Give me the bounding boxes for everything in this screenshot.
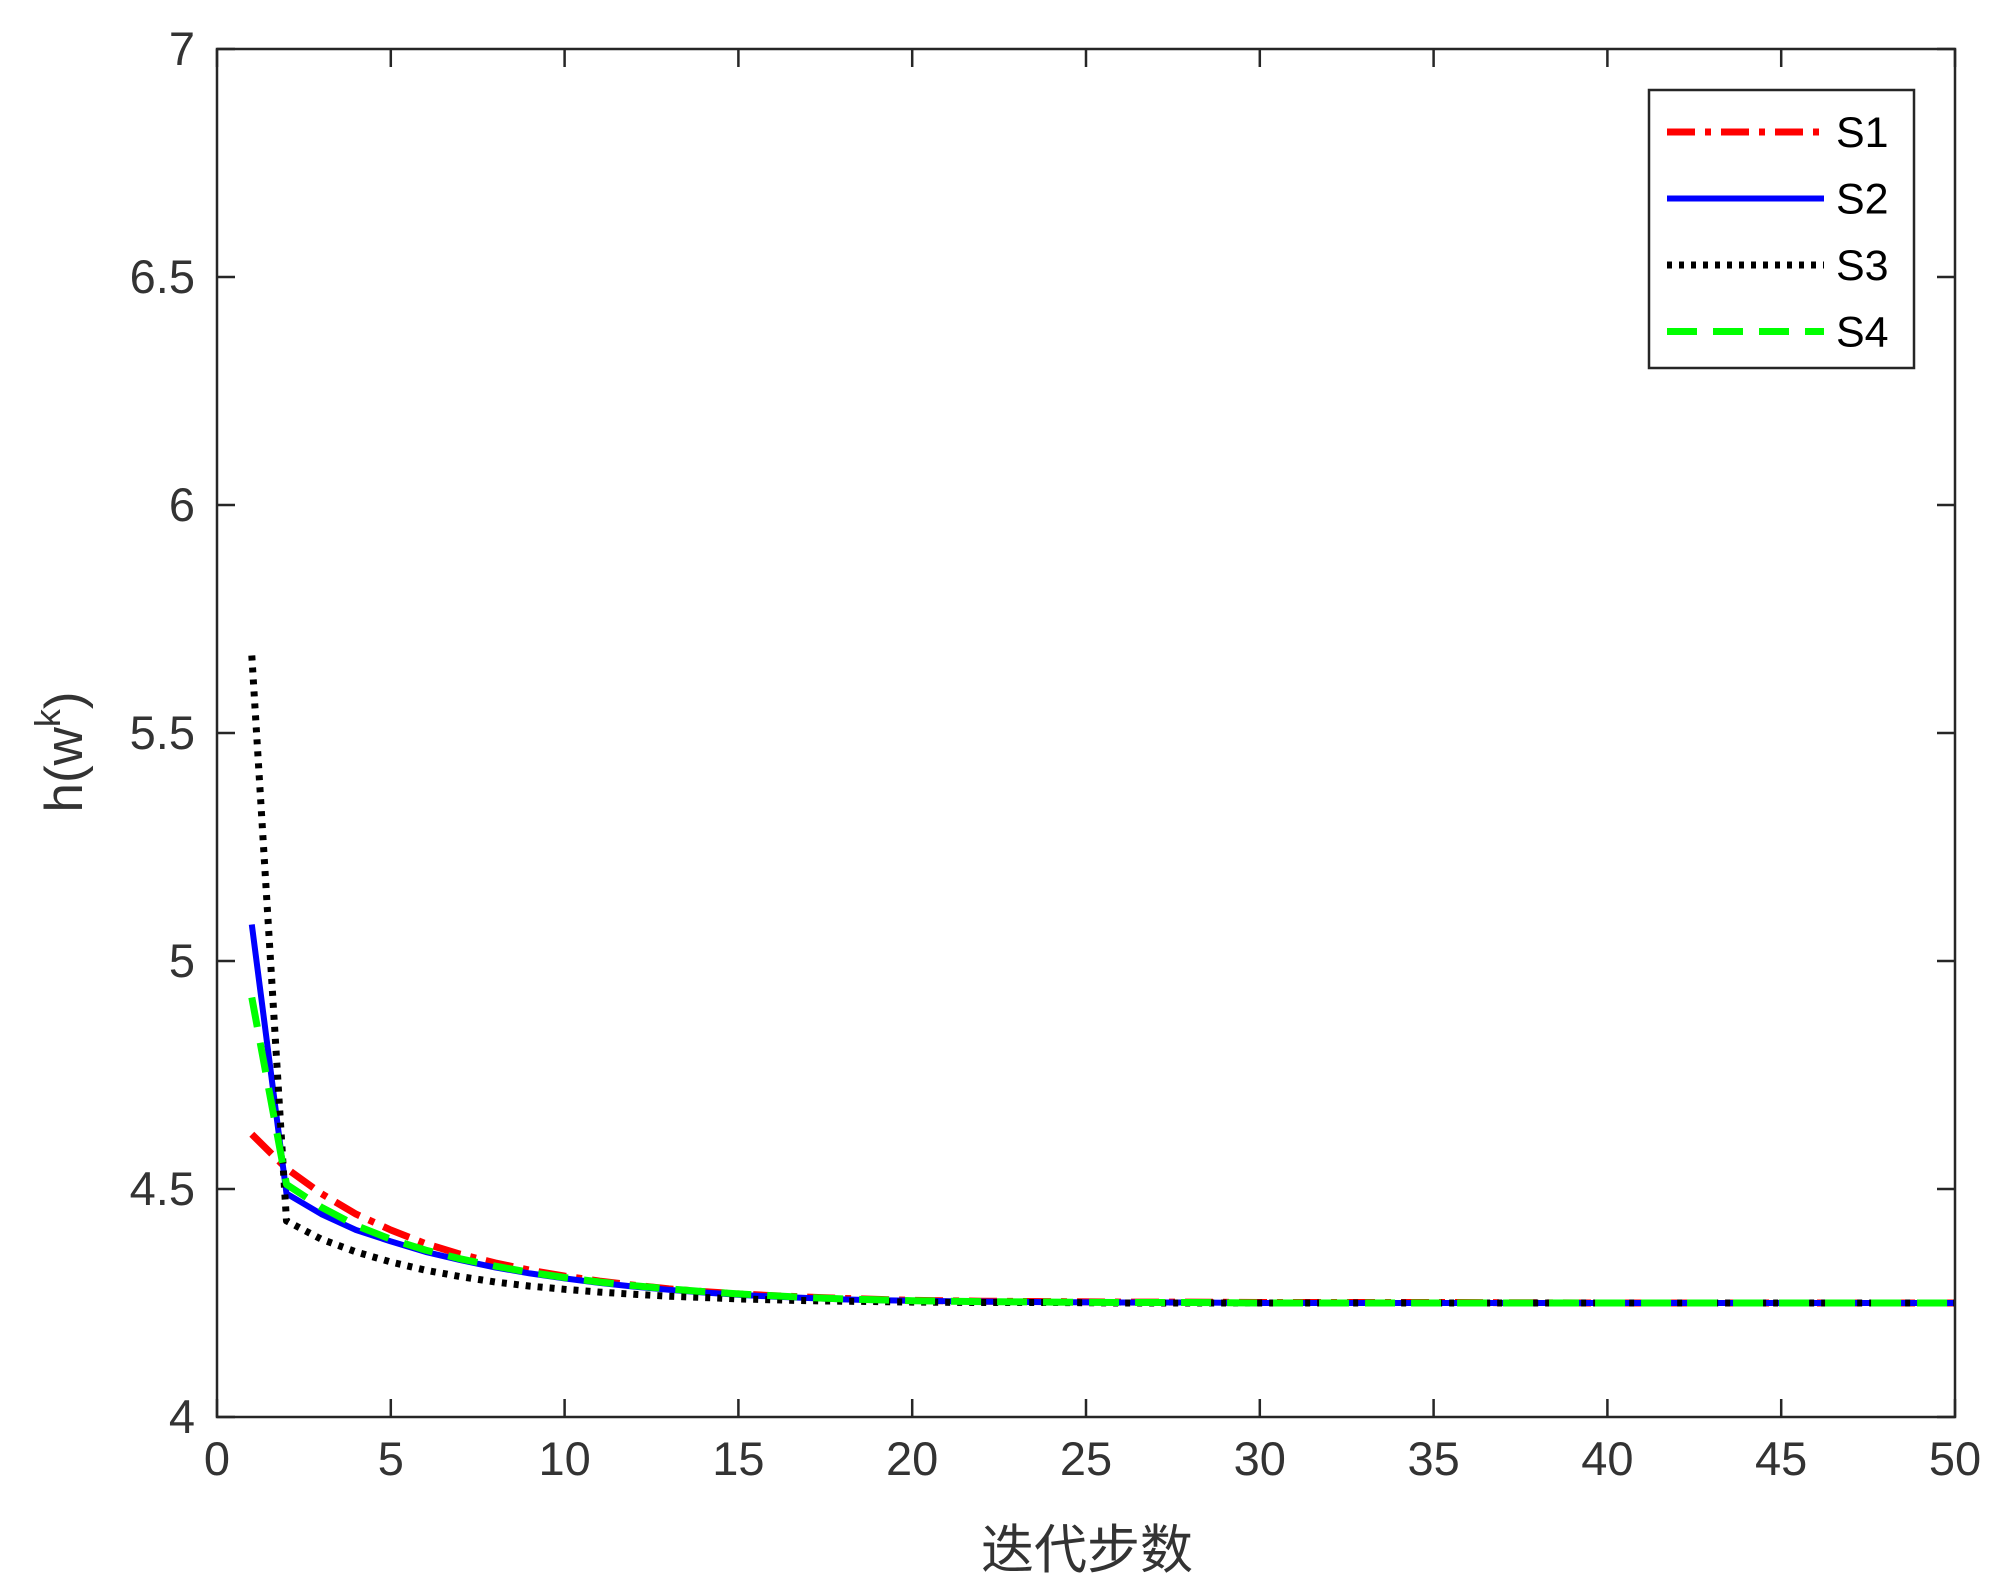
x-tick-label: 0 xyxy=(204,1432,230,1485)
legend-box xyxy=(1647,88,1916,370)
x-tick-label: 25 xyxy=(1060,1432,1112,1485)
legend-label-s3: S3 xyxy=(1836,242,1889,290)
x-tick-label: 35 xyxy=(1407,1432,1459,1485)
y-tick-label: 4.5 xyxy=(130,1162,195,1215)
x-tick-label: 30 xyxy=(1234,1432,1286,1485)
y-tick-label: 6 xyxy=(169,478,195,531)
y-tick-label: 5.5 xyxy=(130,706,195,759)
y-axis-label: h(wk) xyxy=(27,691,94,812)
y-tick-label: 4 xyxy=(169,1390,195,1443)
y-tick-label: 7 xyxy=(169,22,195,75)
x-tick-label: 45 xyxy=(1755,1432,1807,1485)
legend: S1 S2 S3 S4 xyxy=(1647,88,1916,370)
x-tick-label: 15 xyxy=(712,1432,764,1485)
legend-label-s1: S1 xyxy=(1836,109,1889,157)
x-tick-label: 5 xyxy=(378,1432,404,1485)
plot-area xyxy=(248,655,1955,1307)
legend-label-s2: S2 xyxy=(1836,176,1889,224)
x-tick-label: 10 xyxy=(538,1432,590,1485)
x-tick-label: 50 xyxy=(1929,1432,1981,1485)
y-tick-label: 6.5 xyxy=(130,250,195,303)
x-tick-label: 20 xyxy=(886,1432,938,1485)
y-axis-title: h(wk) xyxy=(27,691,94,812)
axes: 0 5 10 15 20 25 30 35 40 45 50 4 4.5 5 5.5 6 6.5 7 xyxy=(130,22,1981,1485)
legend-label-s4: S4 xyxy=(1836,309,1889,357)
y-axis-title-superscript: k xyxy=(27,708,68,727)
y-axis-title-close: ) xyxy=(35,691,94,709)
y-axis-title-base: h(w xyxy=(35,726,94,812)
x-tick-label: 40 xyxy=(1581,1432,1633,1485)
series-line-s3 xyxy=(248,655,1955,1307)
y-tick-label: 5 xyxy=(169,934,195,987)
series-line-s4 xyxy=(248,996,1955,1307)
x-axis-title: 迭代步数 xyxy=(981,1521,1193,1580)
